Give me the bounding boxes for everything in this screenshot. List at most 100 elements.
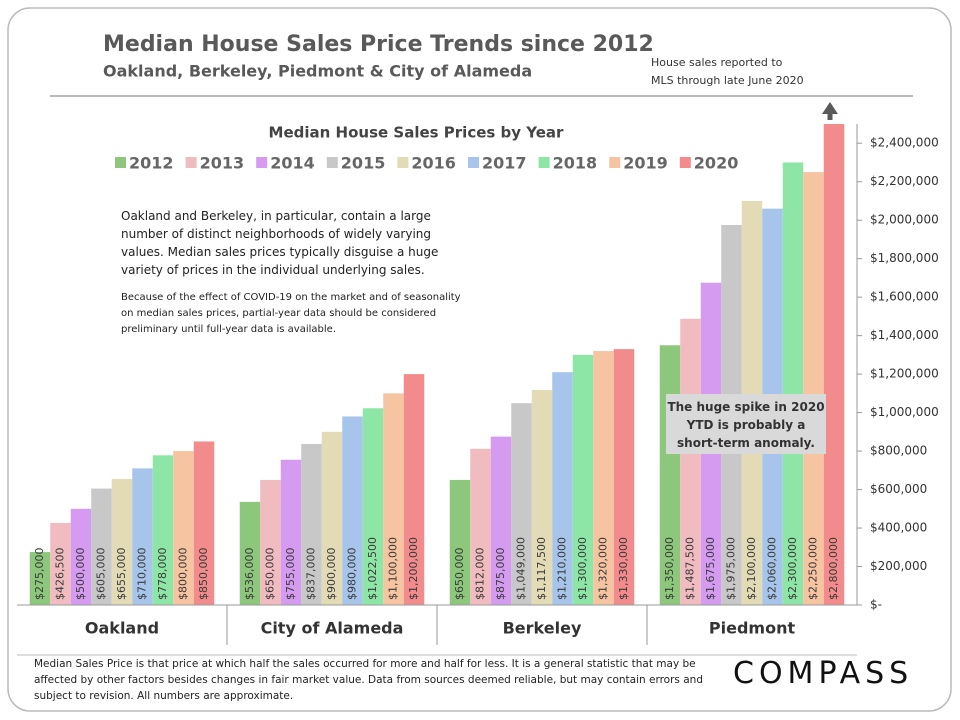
value-label: $1,300,000 [576, 537, 589, 600]
value-label: $536,000 [243, 548, 256, 601]
bar [470, 448, 491, 605]
bar [193, 441, 215, 605]
y-tick-label: $1,000,000 [870, 405, 939, 419]
value-label: $800,000 [177, 548, 190, 601]
arrow-head [822, 102, 838, 114]
bar [239, 501, 261, 605]
legend-label: 2017 [482, 154, 527, 173]
annotation: Because of the effect of COVID-19 on the… [121, 292, 461, 335]
chart-title: Median House Sales Prices by Year [269, 124, 565, 142]
bar [132, 468, 153, 605]
legend-label: 2014 [270, 154, 315, 173]
bar [593, 351, 614, 605]
legend-swatch [468, 157, 479, 168]
footnote: Median Sales Price is that price at whic… [34, 658, 703, 702]
value-label: $2,060,000 [766, 537, 779, 600]
bar [383, 393, 404, 605]
card-border [7, 7, 952, 712]
value-label: $710,000 [136, 548, 149, 601]
y-tick-label: $1,800,000 [870, 251, 939, 265]
legend-swatch [397, 157, 409, 168]
value-label: $1,049,000 [515, 537, 528, 600]
title: Median House Sales Price Trends since 20… [103, 32, 654, 57]
logo: COMPASS [733, 656, 914, 691]
x-tick-label: Piedmont [709, 619, 796, 638]
bar [680, 318, 701, 605]
bar [511, 403, 532, 605]
bar [29, 552, 51, 605]
value-label: $980,000 [346, 548, 359, 601]
value-label: $1,100,000 [387, 537, 400, 600]
legend-swatch [609, 157, 621, 168]
y-tick-label: $600,000 [870, 482, 927, 496]
bar [301, 443, 322, 605]
legend-swatch [538, 157, 550, 168]
bar [552, 372, 573, 605]
y-tick-label: $2,200,000 [870, 174, 939, 188]
value-label: $850,000 [197, 548, 210, 601]
value-label: $1,975,000 [725, 537, 738, 600]
value-label: $1,210,000 [556, 537, 569, 600]
value-label: $605,000 [95, 548, 108, 601]
x-tick-label: City of Alameda [261, 619, 404, 638]
legend-label: 2018 [553, 154, 598, 173]
bar [572, 354, 594, 605]
y-tick-label: $1,200,000 [870, 367, 939, 381]
plot [29, 124, 845, 605]
legend-label: 2020 [694, 154, 739, 173]
value-label: $1,200,000 [407, 537, 420, 600]
legend-swatch [679, 157, 691, 168]
bar [531, 389, 553, 605]
legend-swatch [185, 157, 197, 168]
bar [321, 431, 343, 605]
legend-swatch [326, 157, 338, 168]
subtitle: Oakland, Berkeley, Piedmont & City of Al… [103, 62, 532, 81]
bar [70, 508, 92, 605]
y-tick-label: $2,000,000 [870, 213, 939, 227]
legend-swatch [115, 157, 126, 168]
bar [260, 479, 281, 605]
value-label: $1,675,000 [704, 537, 717, 600]
value-label: $655,000 [115, 548, 128, 601]
value-label: $1,487,500 [684, 537, 697, 600]
value-label: $650,000 [264, 548, 277, 601]
annotation: Oakland and Berkeley, in particular, con… [121, 209, 439, 277]
bar [50, 522, 71, 605]
y-tick-label: $- [870, 598, 882, 612]
note-line: House sales reported to [651, 56, 783, 69]
value-label: $778,000 [156, 548, 169, 601]
y-tick-label: $2,400,000 [870, 136, 939, 150]
bar [449, 479, 471, 605]
bar [362, 408, 384, 605]
value-label: $500,000 [74, 548, 87, 601]
value-label: $755,000 [284, 548, 297, 601]
bar [782, 162, 804, 605]
value-label: $1,022,500 [366, 537, 379, 600]
value-label: $2,300,000 [786, 537, 799, 600]
legend-label: 2016 [411, 154, 456, 173]
x-tick-label: Oakland [85, 619, 159, 638]
y-tick-label: $400,000 [870, 521, 927, 535]
bar [111, 478, 133, 605]
legend-swatch [256, 157, 268, 168]
note-line: MLS through late June 2020 [651, 74, 804, 87]
bar [173, 451, 194, 605]
legend-label: 2015 [341, 154, 386, 173]
x-tick-label: Berkeley [503, 619, 582, 638]
bar [91, 488, 112, 605]
callout: The huge spike in 2020 YTD is probably a… [666, 394, 826, 454]
value-label: $812,000 [474, 548, 487, 601]
value-label: $650,000 [453, 548, 466, 601]
y-tick-label: $800,000 [870, 444, 927, 458]
y-tick-label: $1,600,000 [870, 290, 939, 304]
bar [152, 455, 174, 605]
value-label: $275,000 [33, 548, 46, 601]
value-label: $2,250,000 [807, 537, 820, 600]
legend-label: 2019 [623, 154, 668, 173]
bar [280, 459, 302, 605]
value-label: $426,500 [54, 548, 67, 601]
value-label: $1,350,000 [663, 537, 676, 600]
bar [490, 436, 512, 605]
